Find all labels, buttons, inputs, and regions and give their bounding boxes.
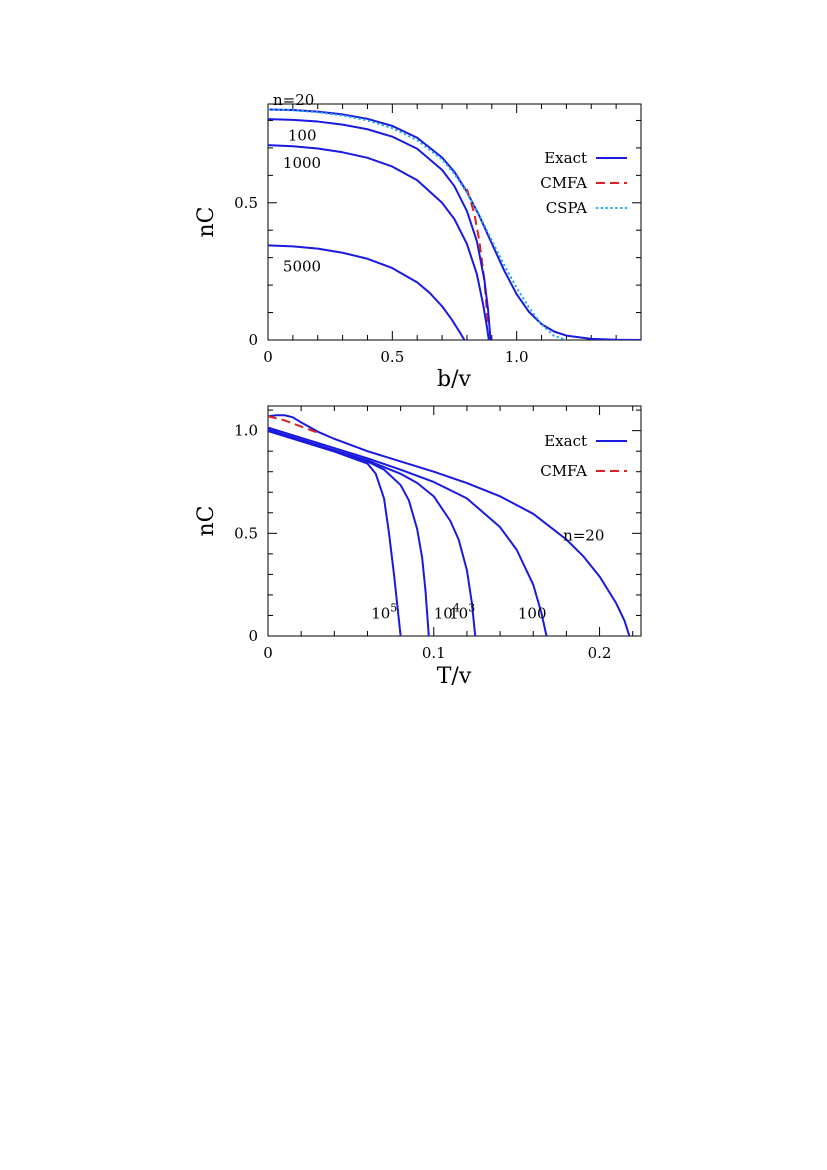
y-tick-label: 0 xyxy=(248,627,258,645)
legend-label: Exact xyxy=(544,149,587,167)
curve-label: 5000 xyxy=(283,257,321,275)
y-tick-label: 0.5 xyxy=(234,524,258,542)
curve-label: n=20 xyxy=(273,91,314,109)
plot-frame xyxy=(267,405,642,637)
x-tick-label: 0.1 xyxy=(422,644,446,662)
y-tick-label: 0.5 xyxy=(234,194,258,212)
legend-label: Exact xyxy=(544,432,587,450)
y-tick-label: 1.0 xyxy=(234,422,258,440)
plot-frame xyxy=(267,103,642,341)
series-line-exact-100 xyxy=(268,426,548,636)
series-line-exact-100 xyxy=(268,118,492,340)
legend-label: CSPA xyxy=(546,199,587,217)
series-line-cspa xyxy=(268,108,567,340)
x-axis-title: T/v xyxy=(437,664,472,689)
y-tick-label: 0 xyxy=(248,331,258,349)
x-tick-label: 0 xyxy=(263,348,273,366)
series-line-cmfa xyxy=(465,188,490,327)
series-line-exact-104 xyxy=(268,429,430,636)
x-tick-label: 0 xyxy=(263,644,273,662)
curve-label: 100 xyxy=(288,127,317,145)
chart-bottom-nc-vs-tv: 0 0.1 0.200.51.0T/vnC n=20100103104105Exact… xyxy=(194,405,642,689)
series-line-cmfa xyxy=(268,415,319,434)
y-axis-title: nC xyxy=(194,206,219,237)
curve-label: 1000 xyxy=(283,154,321,172)
curve-label: 105 xyxy=(371,601,397,622)
x-tick-label: 0.2 xyxy=(588,644,612,662)
x-tick-label: 0.5 xyxy=(380,348,404,366)
series-line-exact-1000 xyxy=(268,144,490,340)
series-line-exact-105 xyxy=(268,430,402,636)
x-tick-label: 1.0 xyxy=(505,348,529,366)
series-line-exact-n20 xyxy=(268,108,641,340)
series-line-exact-5000 xyxy=(268,244,466,340)
legend-label: CMFA xyxy=(540,462,587,480)
y-axis-title: nC xyxy=(194,505,219,536)
chart-top-nc-vs-bv: 0 0.5 1.0 0 0.5 b/v nC n=20 100 1000 5000 Exact CMFA… xyxy=(194,91,642,392)
x-axis-title: b/v xyxy=(437,367,471,392)
curve-label: 100 xyxy=(518,604,547,622)
curve-label: n=20 xyxy=(563,526,604,544)
legend-label: CMFA xyxy=(540,174,587,192)
series-line-exact-n20 xyxy=(268,414,631,636)
